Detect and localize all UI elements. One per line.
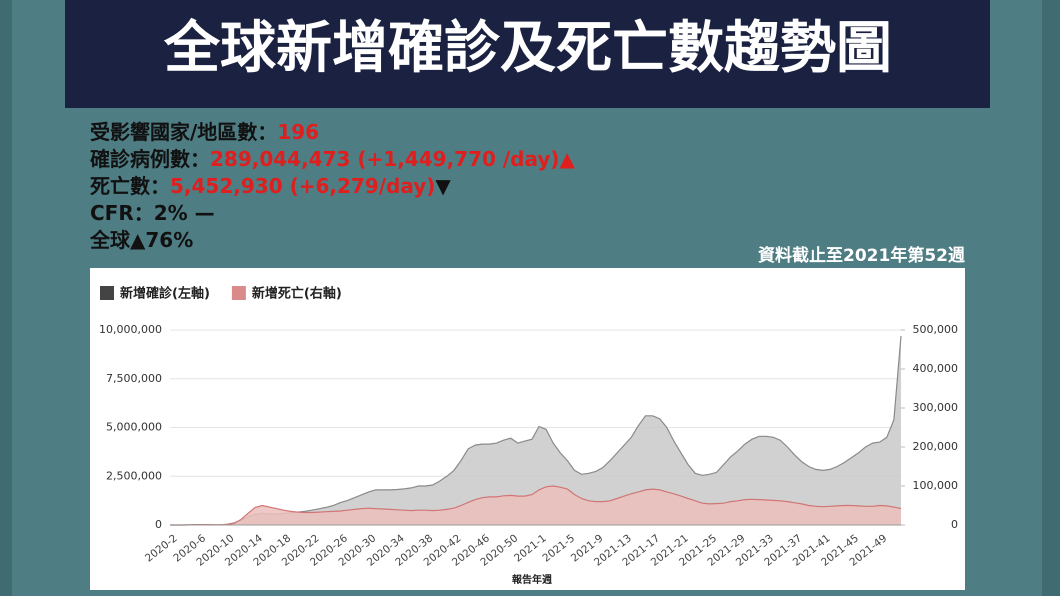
area-line xyxy=(170,485,902,526)
stat-line: 死亡數：5,452,930 (+6,279/day)▼ xyxy=(90,174,451,198)
stat-label: 確診病例數： xyxy=(90,147,210,171)
stat-label: CFR：2% — xyxy=(90,201,215,225)
stat-label: 受影響國家/地區數： xyxy=(90,120,277,144)
stat-label: 全球▲76% xyxy=(89,228,193,252)
area-fill xyxy=(170,486,901,525)
stat-line: 全球▲76% xyxy=(89,228,193,252)
y2-tick-label: 100,000 xyxy=(913,479,959,492)
legend-label: 新增死亡(右軸) xyxy=(252,286,342,302)
y-tick-label: 7,500,000 xyxy=(106,372,162,385)
header-bar xyxy=(65,0,990,108)
legend-swatch xyxy=(231,286,246,300)
y2-tick-label: 400,000 xyxy=(913,362,959,375)
stat-line: CFR：2% — xyxy=(90,201,215,225)
edge xyxy=(1042,0,1060,596)
edge xyxy=(0,0,12,596)
x-axis-label: 報告年週 xyxy=(512,573,552,586)
area-fill xyxy=(170,335,901,525)
stat-value: 289,044,473 (+1,449,770 /day)▲ xyxy=(210,147,576,171)
chart-panel xyxy=(90,268,965,590)
legend-swatch xyxy=(100,286,114,300)
title: 全球新增確診及死亡數趨勢圖 xyxy=(163,16,892,81)
y2-tick-label: 200,000 xyxy=(913,440,959,453)
stats: 受影響國家/地區數：196 確診病例數：289,044,473 (+1,449,7… xyxy=(89,120,576,252)
y2-tick-label: 500,000 xyxy=(913,323,959,336)
y-tick-label: 0 xyxy=(155,518,162,531)
stat-line: 確診病例數：289,044,473 (+1,449,770 /day)▲ xyxy=(90,147,576,171)
y2-tick-label: 300,000 xyxy=(913,401,959,414)
stat-line: 受影響國家/地區數：196 xyxy=(90,120,319,144)
legend-label: 新增確診(左軸) xyxy=(120,286,210,302)
y-tick-label: 10,000,000 xyxy=(99,323,162,336)
y-tick-label: 5,000,000 xyxy=(106,421,162,434)
stat-suffix: ▼ xyxy=(435,174,451,198)
stat-value: 196 xyxy=(277,120,319,144)
as-of-note: 資料截止至2021年第52週 xyxy=(758,245,965,266)
y2-tick-label: 0 xyxy=(951,518,958,531)
y-tick-label: 2,500,000 xyxy=(106,469,162,482)
stat-value: 5,452,930 (+6,279/day) xyxy=(170,174,435,198)
stat-label: 死亡數： xyxy=(90,174,170,198)
